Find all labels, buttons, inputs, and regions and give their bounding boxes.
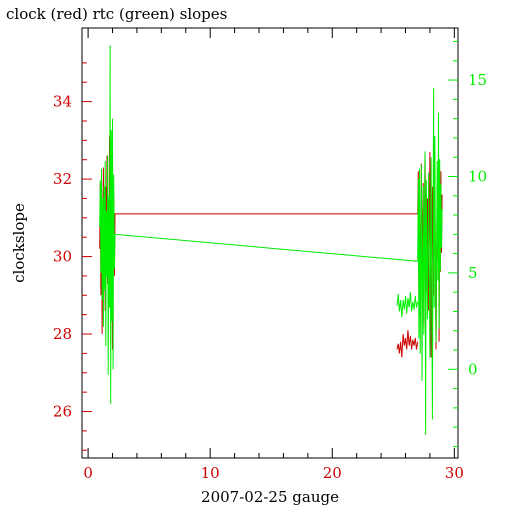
series-segment-rtc <box>396 292 419 318</box>
series-line-rtc <box>99 45 443 435</box>
series-line-clock <box>99 136 443 358</box>
y-left-tick-label: 30 <box>53 248 72 266</box>
series-segment-clock <box>396 330 419 358</box>
y-left-tick-label: 26 <box>53 403 72 421</box>
series-layer <box>99 45 443 435</box>
chart-title: clock (red) rtc (green) slopes <box>6 5 227 23</box>
y-left-tick-label: 32 <box>53 170 72 188</box>
y-left-tick-label: 28 <box>53 325 72 343</box>
x-axis: 0 10 20 30 <box>83 28 464 482</box>
y-left-tick-label: 34 <box>53 93 72 111</box>
x-axis-label: 2007-02-25 gauge <box>201 488 339 506</box>
y-axis-label: clockslope <box>10 203 28 283</box>
x-tick-label: 0 <box>83 464 93 482</box>
y-right-tick-label: 0 <box>468 360 478 378</box>
y-axis-left: 26 28 30 32 34 <box>53 62 92 451</box>
x-tick-label: 20 <box>323 464 342 482</box>
y-right-tick-label: 15 <box>468 71 487 89</box>
x-tick-label: 30 <box>445 464 464 482</box>
plot-frame <box>81 27 459 459</box>
y-right-tick-label: 10 <box>468 167 487 185</box>
y-right-tick-label: 5 <box>468 264 478 282</box>
y-axis-right: 0 5 10 15 <box>448 40 487 447</box>
x-tick-label: 10 <box>201 464 220 482</box>
